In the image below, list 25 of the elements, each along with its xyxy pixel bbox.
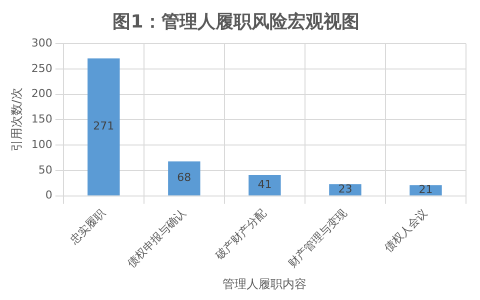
bar <box>88 58 120 196</box>
bar <box>168 161 200 196</box>
y-tick-label: 100 <box>31 138 52 151</box>
x-tick-label: 忠实履职 <box>66 206 108 248</box>
data-label: 68 <box>177 171 192 184</box>
x-axis-title: 管理人履职内容 <box>222 276 307 291</box>
data-label: 271 <box>93 120 114 133</box>
y-tick-label: 150 <box>31 112 52 126</box>
bar <box>410 185 442 196</box>
data-label: 41 <box>258 178 272 192</box>
y-tick-label: 50 <box>38 163 52 176</box>
x-tick-label: 破产财产分配 <box>212 206 269 264</box>
x-tick-label: 债权人会议 <box>382 206 430 255</box>
x-tick-label: 债权申报与确认 <box>124 206 188 270</box>
y-tick-label: 300 <box>31 36 52 50</box>
chart-title: 图1：管理人履职风险宏观视图 <box>112 11 360 32</box>
y-tick-label: 0 <box>45 188 52 202</box>
y-axis-title: 引用次数/次 <box>9 88 24 152</box>
x-tick-label: 财产管理与变现 <box>286 206 350 270</box>
y-tick-label: 250 <box>31 62 52 75</box>
data-label: 23 <box>338 182 352 196</box>
y-tick-label: 200 <box>31 87 52 100</box>
bar <box>248 175 281 196</box>
data-label: 21 <box>418 183 433 196</box>
bar <box>329 184 362 196</box>
